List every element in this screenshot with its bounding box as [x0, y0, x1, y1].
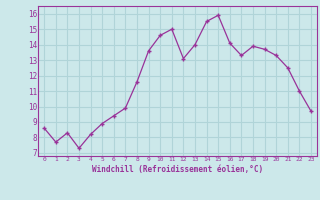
X-axis label: Windchill (Refroidissement éolien,°C): Windchill (Refroidissement éolien,°C): [92, 165, 263, 174]
